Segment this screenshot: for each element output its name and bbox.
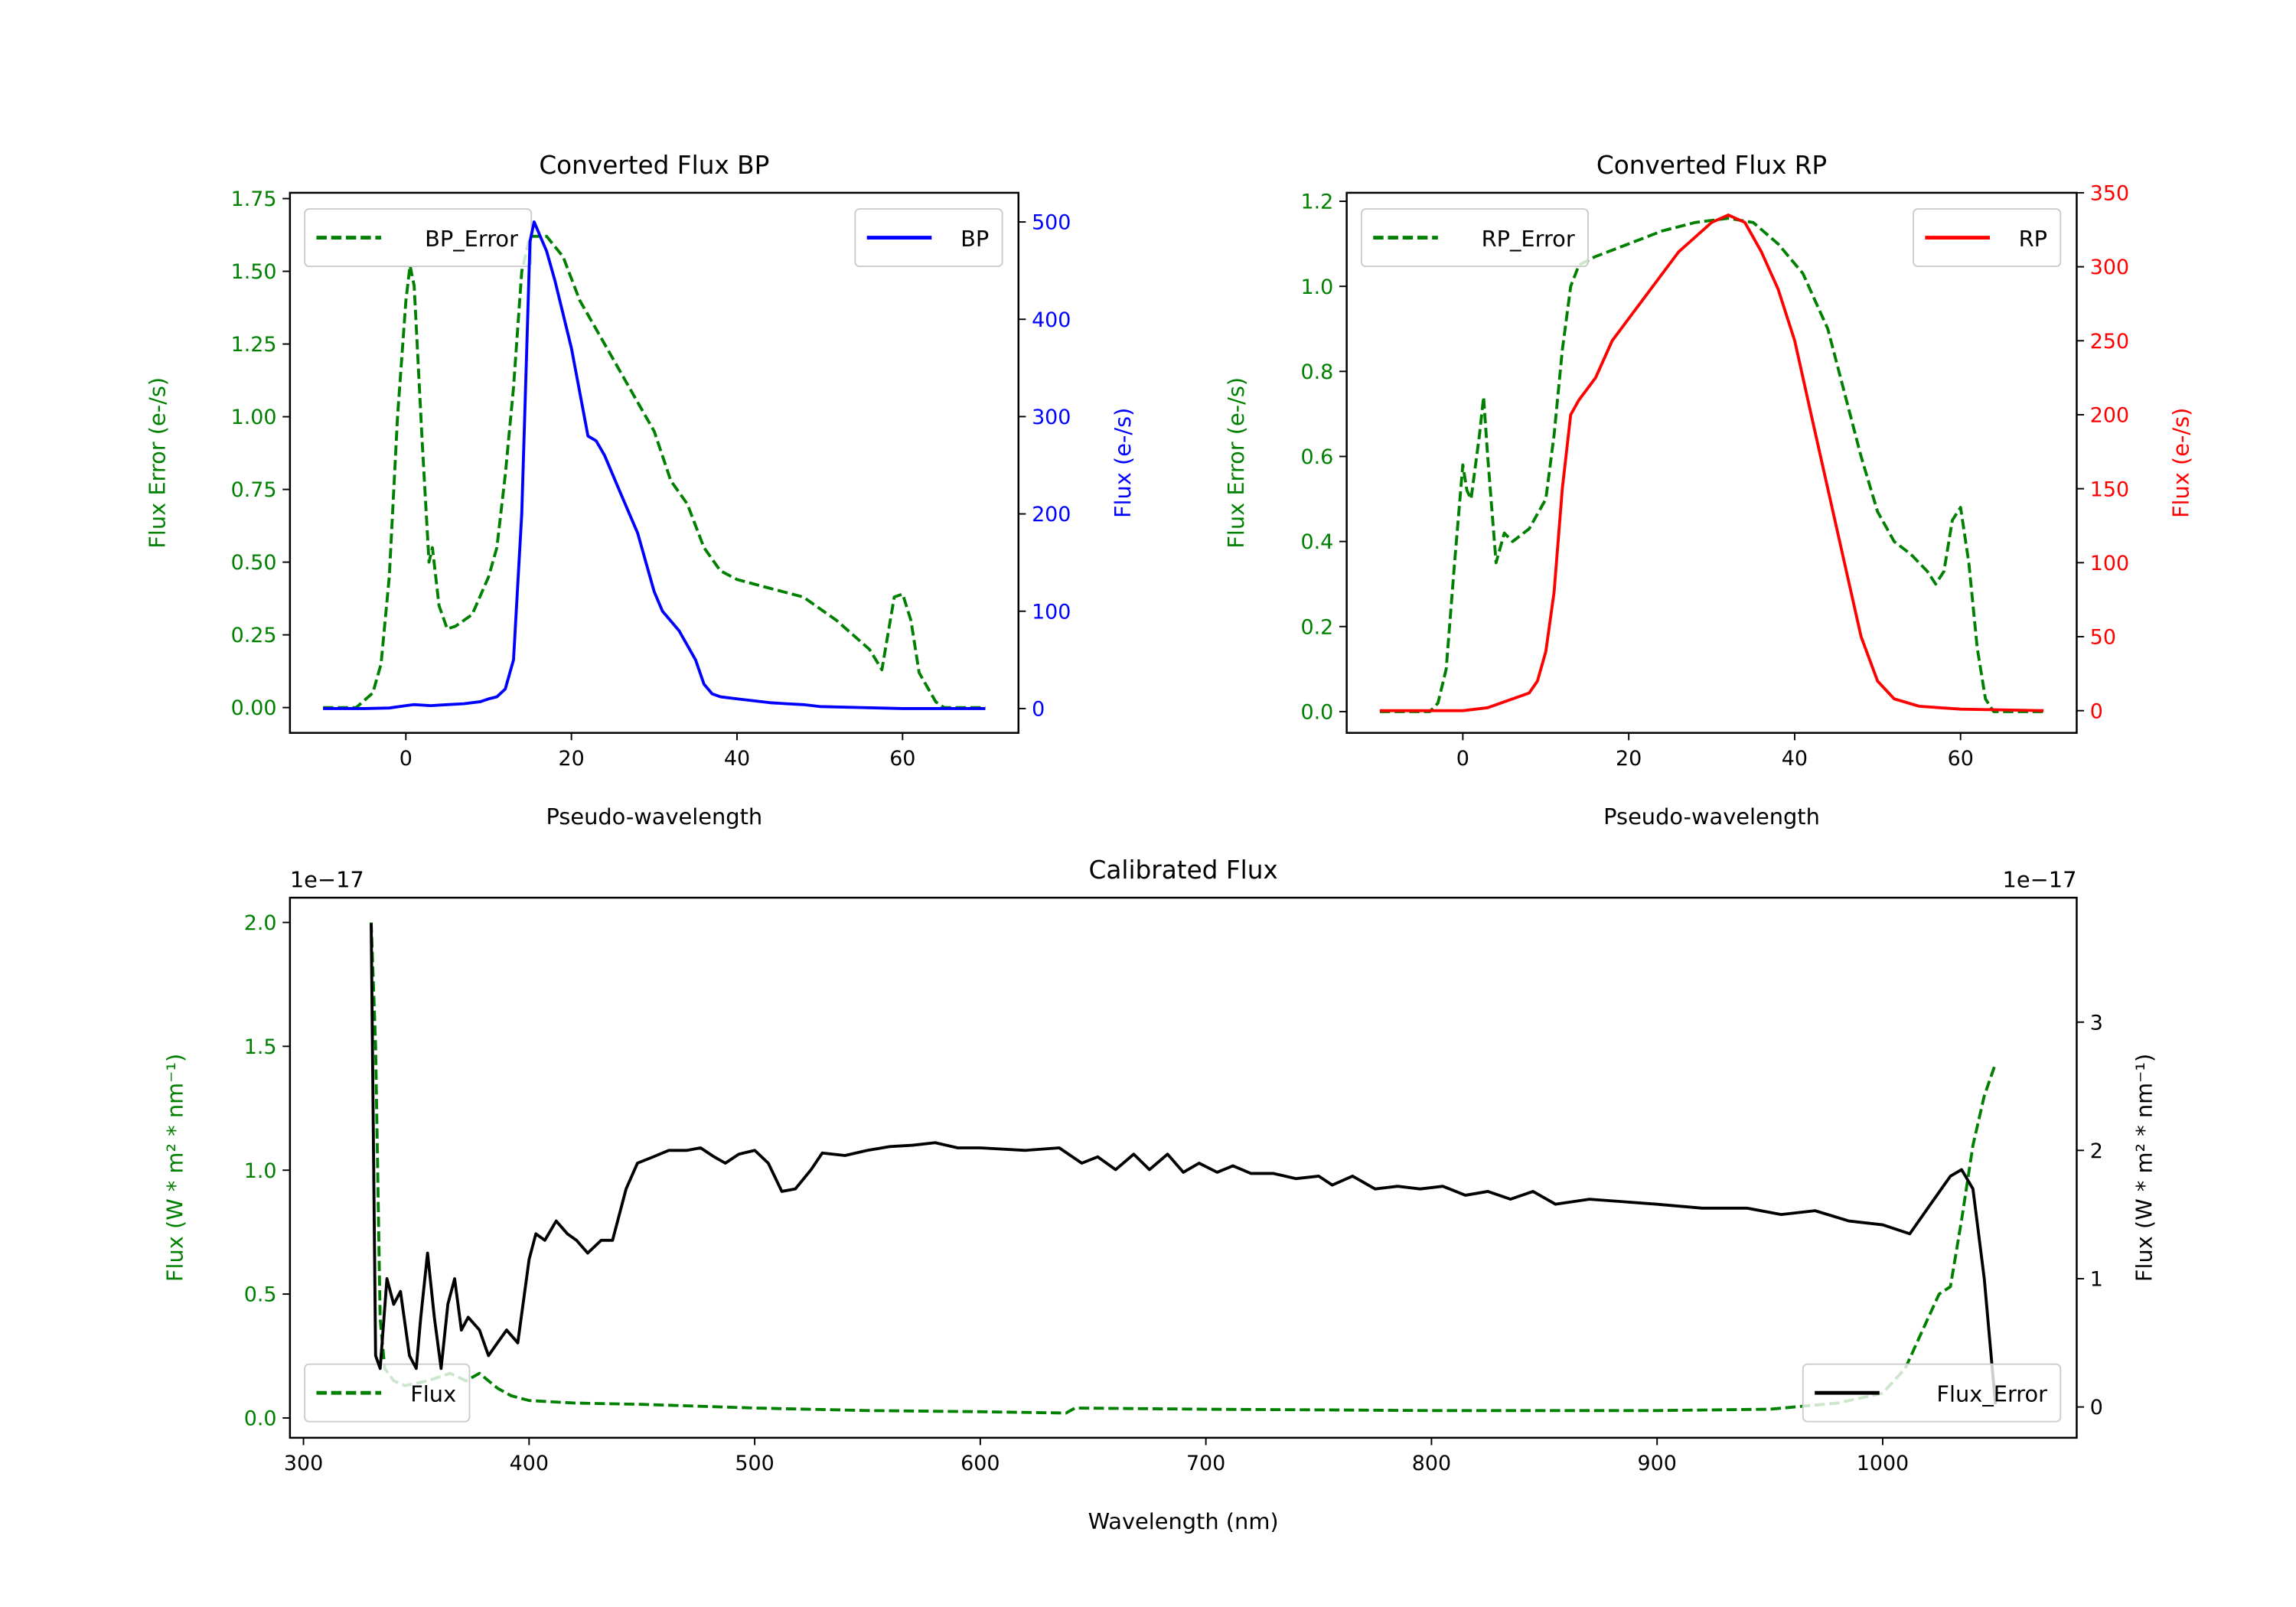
y-tick-label-left: 1.50 — [231, 260, 277, 284]
legend-label: Flux_Error — [1936, 1381, 2047, 1407]
chart-title: Converted Flux BP — [539, 151, 769, 180]
x-tick-label: 1000 — [1857, 1452, 1909, 1475]
y-tick-label-right: 500 — [1032, 211, 1071, 235]
y-tick-label-left: 1.00 — [231, 406, 277, 429]
x-tick-label: 0 — [1456, 747, 1469, 771]
series-line-flux-error — [370, 922, 1998, 1415]
axes-frame — [289, 191, 1020, 734]
series-line-flux — [370, 923, 1998, 1405]
y-tick-label-right: 200 — [1032, 503, 1071, 526]
y-tick-label-right: 150 — [2090, 478, 2129, 501]
offset-text-right: 1e−17 — [2003, 867, 2077, 893]
legend-label: RP_Error — [1482, 226, 1575, 252]
y-tick-label-left: 0.75 — [231, 478, 277, 502]
y-axis-label-right: Flux (W * m² * nm⁻¹) — [2131, 1054, 2157, 1282]
x-tick-label: 20 — [559, 747, 585, 771]
y-tick-label-left: 1.25 — [231, 333, 277, 357]
y-tick-label-right: 400 — [1032, 308, 1071, 332]
x-tick-label: 40 — [724, 747, 750, 771]
x-tick-label: 40 — [1782, 747, 1808, 771]
y-tick-label-right: 2 — [2090, 1139, 2103, 1163]
x-tick-label: 700 — [1186, 1452, 1225, 1475]
series-line-rp — [1379, 214, 2044, 712]
x-tick-label: 60 — [1948, 747, 1974, 771]
x-tick-label: 60 — [889, 747, 915, 771]
legend-legend_right: Flux_Error — [1802, 1363, 2062, 1423]
y-tick-label-left: 1.75 — [231, 187, 277, 211]
y-tick-label-left: 0.0 — [244, 1407, 277, 1431]
legend-legend_right: BP — [854, 208, 1003, 268]
series-line-bp — [323, 220, 986, 710]
y-axis-label-left: Flux Error (e-/s) — [144, 377, 170, 549]
legend-label: BP — [960, 226, 989, 252]
y-axis-label-right: Flux (e-/s) — [2168, 408, 2194, 518]
x-axis-label: Wavelength (nm) — [1088, 1508, 1279, 1534]
x-tick-label: 400 — [510, 1452, 549, 1475]
y-tick-label-right: 250 — [2090, 330, 2129, 354]
legend-frame — [1360, 208, 1589, 268]
y-tick-label-right: 0 — [2090, 699, 2103, 723]
y-tick-label-left: 0.00 — [231, 696, 277, 720]
chart-2: Calibrated Flux Wavelength (nm) Flux (W * … — [161, 856, 2157, 1534]
y-tick-label-right: 300 — [1032, 406, 1071, 429]
x-tick-label: 800 — [1412, 1452, 1451, 1475]
series-line-bp-error — [323, 234, 986, 709]
axes-frame — [289, 896, 2078, 1439]
x-axis-label: Pseudo-wavelength — [1603, 804, 1820, 830]
legend-label: Flux — [410, 1381, 456, 1407]
y-tick-label-left: 2.0 — [244, 911, 277, 935]
x-tick-label: 0 — [400, 747, 413, 771]
y-tick-label-left: 0.8 — [1301, 360, 1334, 384]
y-tick-label-right: 50 — [2090, 626, 2116, 650]
x-tick-label: 500 — [735, 1452, 774, 1475]
y-axis-label-left: Flux (W * m² * nm⁻¹) — [161, 1054, 188, 1282]
y-tick-label-right: 300 — [2090, 256, 2129, 279]
legend-legend_left: BP_Error — [304, 208, 533, 268]
y-tick-label-left: 1.5 — [244, 1035, 277, 1059]
legend-legend_left: RP_Error — [1360, 208, 1589, 268]
chart-title: Converted Flux RP — [1596, 151, 1827, 180]
y-tick-label-left: 0.0 — [1301, 701, 1334, 725]
y-tick-label-right: 0 — [1032, 698, 1045, 722]
y-tick-label-left: 0.4 — [1301, 530, 1334, 554]
y-tick-label-left: 0.50 — [231, 551, 277, 575]
x-tick-label: 20 — [1616, 747, 1642, 771]
x-tick-label: 900 — [1638, 1452, 1677, 1475]
y-axis-label-right: Flux (e-/s) — [1110, 408, 1136, 518]
legend-legend_left: Flux — [304, 1363, 471, 1423]
y-tick-label-left: 0.2 — [1301, 615, 1334, 639]
chart-1: Converted Flux RP Pseudo-wavelength Flux E… — [1223, 151, 2194, 830]
y-axis-label-left: Flux Error (e-/s) — [1223, 377, 1249, 549]
legend-legend_right: RP — [1913, 208, 2062, 268]
y-tick-label-right: 350 — [2090, 182, 2129, 206]
y-tick-label-left: 0.5 — [244, 1283, 277, 1307]
y-tick-label-left: 0.25 — [231, 624, 277, 647]
chart-title: Calibrated Flux — [1089, 856, 1278, 885]
series-line-rp-error — [1379, 217, 2044, 713]
y-tick-label-left: 1.0 — [1301, 275, 1334, 299]
offset-text-left: 1e−17 — [290, 867, 364, 893]
y-tick-label-left: 1.0 — [244, 1159, 277, 1183]
legend-frame — [1802, 1363, 2062, 1423]
y-tick-label-right: 200 — [2090, 404, 2129, 428]
y-tick-label-right: 0 — [2090, 1396, 2103, 1420]
legend-frame — [304, 1363, 471, 1423]
x-tick-label: 300 — [284, 1452, 323, 1475]
chart-0: Converted Flux BP Pseudo-wavelength Flux E… — [144, 151, 1136, 830]
legend-label: BP_Error — [425, 226, 518, 252]
x-axis-label: Pseudo-wavelength — [546, 804, 762, 830]
y-tick-label-left: 1.2 — [1301, 191, 1334, 214]
legend-label: RP — [2019, 226, 2047, 252]
y-tick-label-left: 0.6 — [1301, 445, 1334, 469]
y-tick-label-right: 3 — [2090, 1011, 2103, 1035]
y-tick-label-right: 100 — [1032, 600, 1071, 624]
x-tick-label: 600 — [960, 1452, 1000, 1475]
y-tick-label-right: 1 — [2090, 1268, 2103, 1292]
y-tick-label-right: 100 — [2090, 552, 2129, 575]
axes-frame — [1345, 191, 2078, 734]
